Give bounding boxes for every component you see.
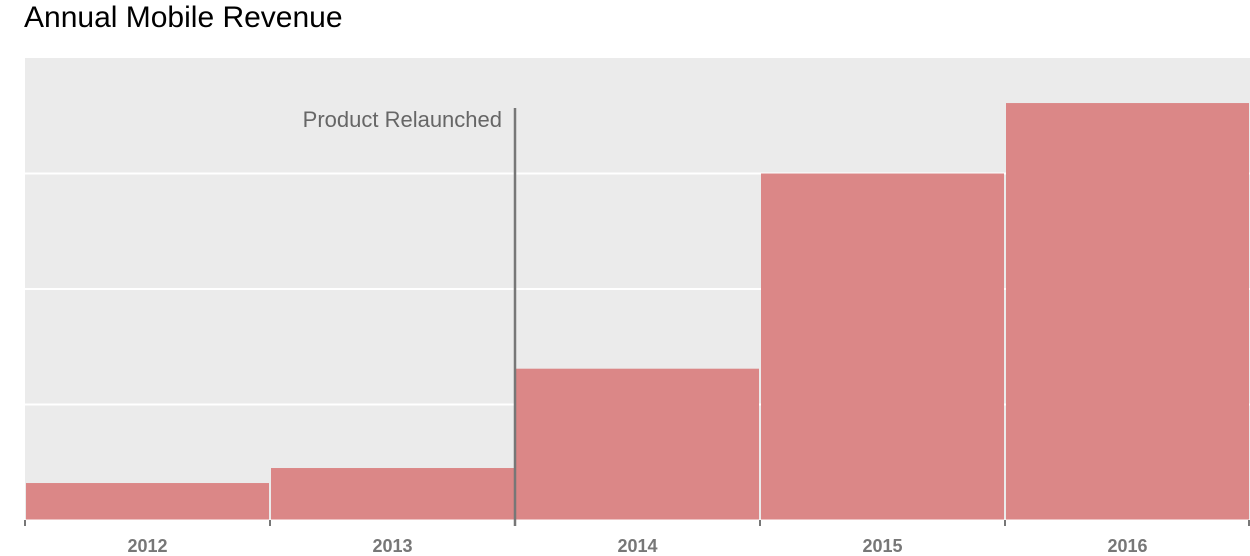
x-tick-label-2012: 2012	[127, 536, 167, 556]
bar-2013	[271, 468, 514, 520]
x-tick-label-2013: 2013	[372, 536, 412, 556]
chart-title: Annual Mobile Revenue	[24, 1, 343, 34]
bar-2012	[26, 483, 269, 520]
bar-2014	[516, 368, 759, 520]
x-tick-label-2016: 2016	[1107, 536, 1147, 556]
x-tick-label-2014: 2014	[617, 536, 657, 556]
bar-2015	[761, 173, 1004, 520]
annotation-label-0: Product Relaunched	[303, 107, 502, 132]
bar-2016	[1006, 103, 1249, 521]
x-axis: 2012 2013 2014 2015 2016	[24, 519, 1250, 556]
annotations: Product Relaunched	[303, 107, 517, 526]
x-tick-label-2015: 2015	[862, 536, 902, 556]
bars	[26, 103, 1249, 521]
